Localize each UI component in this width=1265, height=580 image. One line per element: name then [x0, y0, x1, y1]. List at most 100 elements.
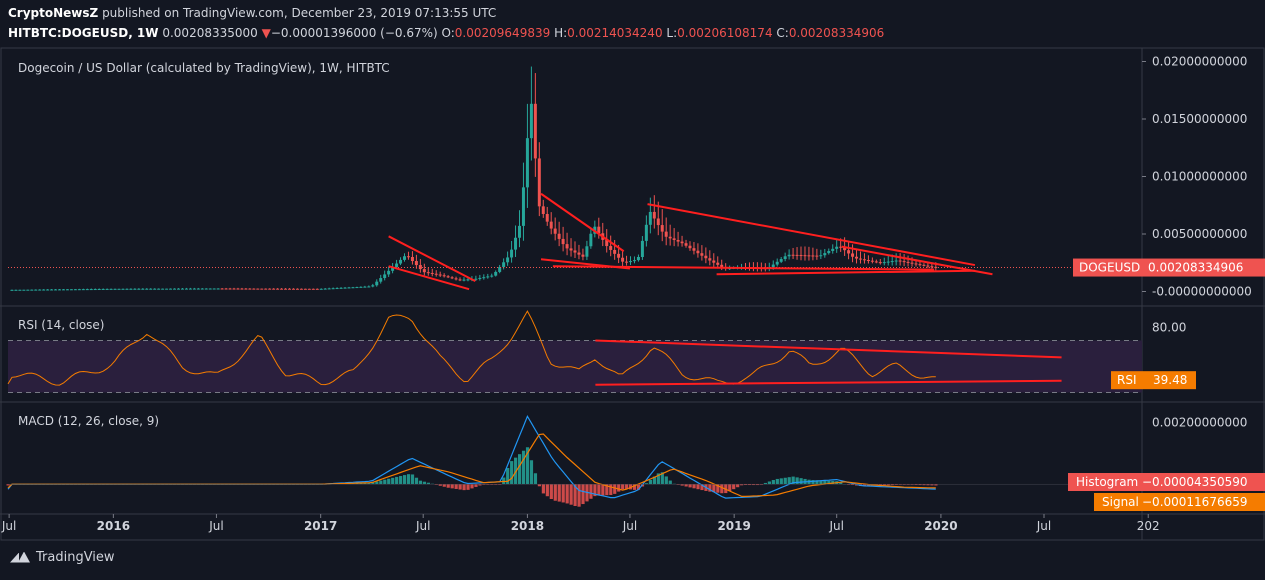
macd-histogram-bar: [716, 484, 720, 493]
macd-histogram-bar: [656, 473, 660, 485]
macd-histogram-bar: [403, 475, 407, 485]
price-candle: [553, 228, 557, 234]
price-candle: [462, 279, 466, 281]
price-candle: [696, 250, 700, 254]
chart-canvas[interactable]: 0.02000000000 0.01500000000 0.01000000000 0…: [0, 0, 1265, 545]
macd-histogram-bar: [446, 484, 450, 488]
macd-histogram-bar: [783, 477, 787, 485]
price-candle: [410, 257, 414, 262]
price-candle: [284, 288, 288, 290]
price-candle: [632, 260, 636, 262]
macd-histogram-bar: [680, 484, 684, 486]
time-axis-tick: Jul: [1, 519, 16, 533]
price-candle: [77, 289, 81, 291]
price-candle: [597, 226, 601, 234]
macd-histogram-bar: [625, 484, 629, 489]
price-candle: [169, 288, 173, 290]
macd-histogram-bar: [847, 484, 851, 485]
ohlc-line: HITBTC:DOGEUSD, 1W 0.00208335000 ▼−0.000…: [8, 26, 884, 40]
price-candle: [18, 289, 22, 291]
macd-histogram-bar: [533, 473, 538, 485]
price-candle: [775, 261, 779, 265]
price-trendline[interactable]: [716, 269, 975, 276]
macd-histogram-bar: [708, 484, 712, 492]
price-candle: [200, 288, 204, 290]
macd-histogram-bar: [561, 484, 565, 503]
price-candle: [708, 258, 712, 261]
rsi-trendline[interactable]: [595, 339, 1062, 359]
price-candle: [815, 255, 819, 257]
tradingview-footer[interactable]: TradingView: [10, 550, 115, 565]
price-candle: [248, 288, 252, 290]
price-candle: [14, 289, 18, 291]
price-candle: [577, 252, 581, 255]
macd-histogram-bar: [395, 476, 399, 485]
last-price-value: 0.00208334906: [1148, 261, 1243, 275]
price-trendline[interactable]: [552, 265, 935, 271]
price-candle: [517, 225, 521, 238]
price-candle: [617, 253, 621, 258]
low-label: L:: [666, 26, 678, 40]
macd-histogram-bar: [375, 481, 379, 485]
histogram-badge-value: −0.00004350590: [1142, 475, 1248, 489]
price-trendline[interactable]: [540, 192, 625, 253]
macd-histogram-bar: [775, 478, 779, 485]
macd-histogram-bar: [549, 484, 553, 500]
last-price: 0.00208335000: [162, 26, 258, 40]
macd-histogram-bar: [474, 484, 478, 487]
histogram-badge-label: Histogram: [1076, 475, 1138, 489]
price-candle: [791, 254, 795, 256]
macd-histogram-bar: [617, 484, 621, 492]
macd-histogram-bar: [922, 484, 926, 486]
macd-histogram-bar: [525, 447, 530, 485]
price-candle: [930, 266, 934, 268]
price-candle: [295, 288, 299, 290]
macd-histogram-bar: [371, 482, 375, 485]
close-value: 0.00208334906: [788, 26, 885, 40]
macd-histogram-bar: [410, 474, 415, 485]
price-candle: [315, 288, 319, 290]
macd-histogram-bar: [882, 484, 886, 486]
price-candle: [890, 261, 894, 263]
price-candle: [502, 262, 506, 268]
macd-histogram-bar: [577, 484, 581, 507]
macd-histogram-bar: [609, 484, 613, 495]
price-candle: [720, 264, 724, 267]
price-candle: [569, 248, 573, 251]
price-trendline[interactable]: [388, 265, 470, 291]
rsi-trendline[interactable]: [595, 379, 1062, 386]
price-candle: [50, 289, 54, 291]
price-candle: [387, 270, 391, 275]
price-trendline[interactable]: [647, 203, 976, 267]
macd-histogram-bar: [593, 484, 597, 497]
macd-histogram-bar: [517, 454, 522, 485]
price-candle: [811, 255, 815, 257]
price-candle: [121, 288, 125, 290]
publisher-name[interactable]: CryptoNewsZ: [8, 6, 99, 20]
price-trendline[interactable]: [388, 235, 476, 283]
macd-histogram-bar: [506, 468, 510, 485]
price-axis-tick: 0.01500000000: [1152, 112, 1247, 126]
price-candle: [823, 253, 827, 256]
price-candle: [482, 277, 486, 279]
rsi-value: 39.48: [1153, 373, 1187, 387]
price-candle: [692, 248, 696, 251]
price-candle: [565, 244, 569, 249]
macd-histogram-bar: [553, 484, 557, 501]
price-candle: [58, 289, 62, 291]
price-candle: [192, 288, 196, 290]
macd-histogram-bar: [399, 476, 403, 485]
price-axis-tick: 0.00500000000: [1152, 227, 1247, 241]
macd-histogram-bar: [450, 484, 454, 489]
price-candle: [371, 285, 375, 287]
price-candle: [478, 277, 482, 279]
rsi-value-badge: [1111, 371, 1196, 390]
time-axis-tick: 2017: [304, 519, 337, 533]
price-candle: [874, 261, 878, 263]
price-trendline[interactable]: [841, 245, 993, 276]
price-candle: [73, 289, 77, 291]
price-candle: [545, 213, 549, 222]
rsi-pane-title: RSI (14, close): [18, 318, 104, 332]
macd-histogram-bar: [490, 484, 494, 485]
price-candle: [855, 256, 859, 259]
